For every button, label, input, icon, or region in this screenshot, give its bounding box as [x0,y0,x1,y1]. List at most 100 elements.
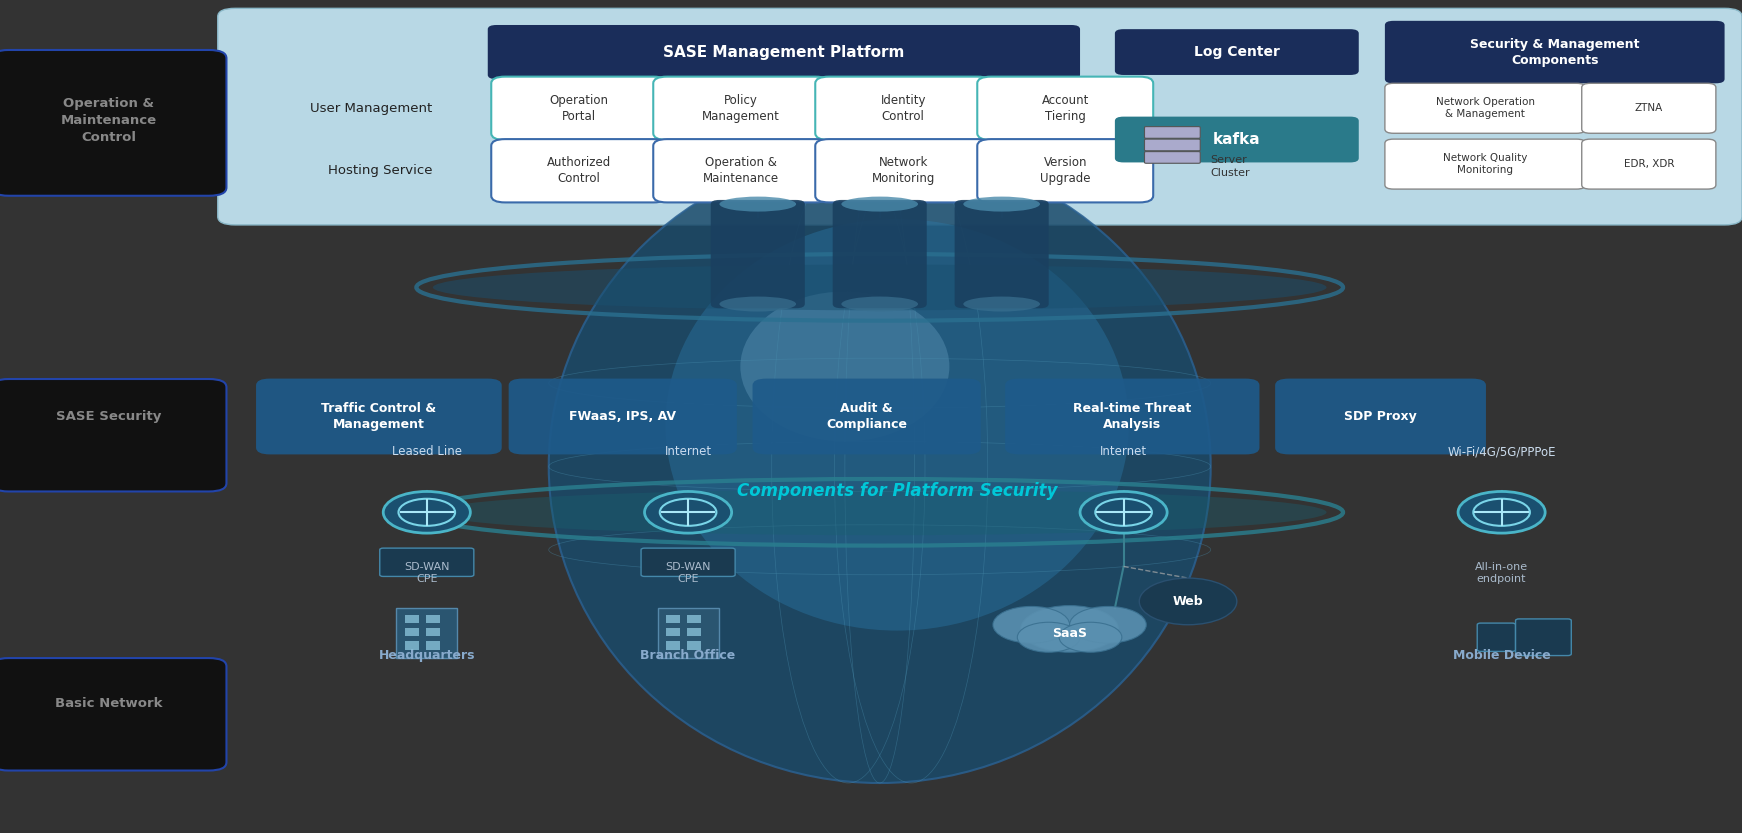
Circle shape [993,606,1070,643]
FancyBboxPatch shape [509,378,737,455]
FancyBboxPatch shape [1115,117,1359,162]
FancyBboxPatch shape [686,641,700,650]
FancyBboxPatch shape [491,139,667,202]
FancyBboxPatch shape [815,77,991,140]
Circle shape [1070,606,1146,643]
Circle shape [383,491,470,533]
Text: Log Center: Log Center [1193,45,1280,59]
FancyBboxPatch shape [1144,152,1200,163]
Ellipse shape [719,197,796,212]
FancyBboxPatch shape [665,615,679,623]
FancyBboxPatch shape [1005,378,1259,455]
Ellipse shape [549,150,1211,783]
Text: Branch Office: Branch Office [641,649,735,662]
Text: SASE Security: SASE Security [56,410,162,423]
Text: Real-time Threat
Analysis: Real-time Threat Analysis [1073,402,1192,431]
FancyBboxPatch shape [955,200,1049,308]
Circle shape [1139,578,1237,625]
FancyBboxPatch shape [1385,139,1585,189]
Text: Headquarters: Headquarters [378,649,476,662]
FancyBboxPatch shape [218,8,1742,225]
Ellipse shape [963,297,1040,312]
FancyBboxPatch shape [815,139,991,202]
Text: EDR, XDR: EDR, XDR [1624,159,1674,169]
Text: Leased Line: Leased Line [392,445,462,458]
FancyBboxPatch shape [641,548,735,576]
FancyBboxPatch shape [1275,378,1486,455]
Text: Hosting Service: Hosting Service [327,164,432,177]
FancyBboxPatch shape [1516,619,1571,656]
FancyBboxPatch shape [686,628,700,636]
FancyBboxPatch shape [0,379,226,491]
FancyBboxPatch shape [1582,83,1716,133]
Text: Version
Upgrade: Version Upgrade [1040,157,1090,185]
FancyBboxPatch shape [256,378,502,455]
Text: Traffic Control &
Management: Traffic Control & Management [321,402,437,431]
Text: Authorized
Control: Authorized Control [547,157,611,185]
Ellipse shape [719,297,796,312]
Text: Operation &
Maintenance
Control: Operation & Maintenance Control [61,97,157,144]
Ellipse shape [963,197,1040,212]
FancyBboxPatch shape [977,139,1153,202]
FancyBboxPatch shape [833,200,927,308]
FancyBboxPatch shape [404,615,418,623]
Ellipse shape [432,265,1327,311]
FancyBboxPatch shape [491,77,667,140]
Circle shape [645,491,732,533]
Text: Network Operation
& Management: Network Operation & Management [1435,97,1535,119]
Text: Network Quality
Monitoring: Network Quality Monitoring [1442,153,1528,175]
FancyBboxPatch shape [1144,127,1200,138]
FancyBboxPatch shape [395,608,456,658]
Text: Operation &
Maintenance: Operation & Maintenance [704,157,779,185]
Text: FWaaS, IPS, AV: FWaaS, IPS, AV [570,410,676,423]
FancyBboxPatch shape [404,628,418,636]
Text: SDP Proxy: SDP Proxy [1345,410,1416,423]
FancyBboxPatch shape [1385,21,1725,83]
Circle shape [1458,491,1545,533]
Text: Security & Management
Components: Security & Management Components [1470,37,1639,67]
Circle shape [1059,622,1122,652]
Circle shape [1017,622,1080,652]
Text: SD-WAN
CPE: SD-WAN CPE [665,562,711,584]
FancyBboxPatch shape [658,608,718,658]
Ellipse shape [740,292,949,441]
Ellipse shape [841,297,918,312]
Text: SD-WAN
CPE: SD-WAN CPE [404,562,449,584]
FancyBboxPatch shape [425,615,439,623]
Text: kafka: kafka [1212,132,1261,147]
Text: Identity
Control: Identity Control [880,94,927,122]
FancyBboxPatch shape [425,641,439,650]
FancyBboxPatch shape [1582,139,1716,189]
FancyBboxPatch shape [653,139,829,202]
Text: SaaS: SaaS [1052,626,1087,640]
Ellipse shape [432,490,1327,536]
Text: Account
Tiering: Account Tiering [1042,94,1089,122]
FancyBboxPatch shape [1385,83,1585,133]
Text: Server
Cluster: Server Cluster [1211,156,1251,177]
Text: Internet: Internet [664,445,712,458]
Circle shape [1080,491,1167,533]
FancyBboxPatch shape [425,628,439,636]
Text: Wi-Fi/4G/5G/PPPoE: Wi-Fi/4G/5G/PPPoE [1448,445,1556,458]
FancyBboxPatch shape [686,615,700,623]
FancyBboxPatch shape [665,641,679,650]
FancyBboxPatch shape [1144,139,1200,151]
FancyBboxPatch shape [0,658,226,771]
FancyBboxPatch shape [977,77,1153,140]
Ellipse shape [841,197,918,212]
FancyBboxPatch shape [653,77,829,140]
Text: SASE Management Platform: SASE Management Platform [664,44,904,60]
Text: User Management: User Management [310,102,432,115]
FancyBboxPatch shape [380,548,474,576]
Text: Mobile Device: Mobile Device [1453,649,1550,662]
Text: ZTNA: ZTNA [1634,103,1664,113]
Text: Basic Network: Basic Network [56,697,162,711]
Ellipse shape [665,219,1129,631]
Text: Components for Platform Security: Components for Platform Security [737,482,1057,501]
Circle shape [1021,606,1118,652]
FancyBboxPatch shape [488,25,1080,79]
FancyBboxPatch shape [1115,29,1359,75]
Text: Internet: Internet [1099,445,1148,458]
FancyBboxPatch shape [0,50,226,196]
FancyBboxPatch shape [1477,623,1516,651]
